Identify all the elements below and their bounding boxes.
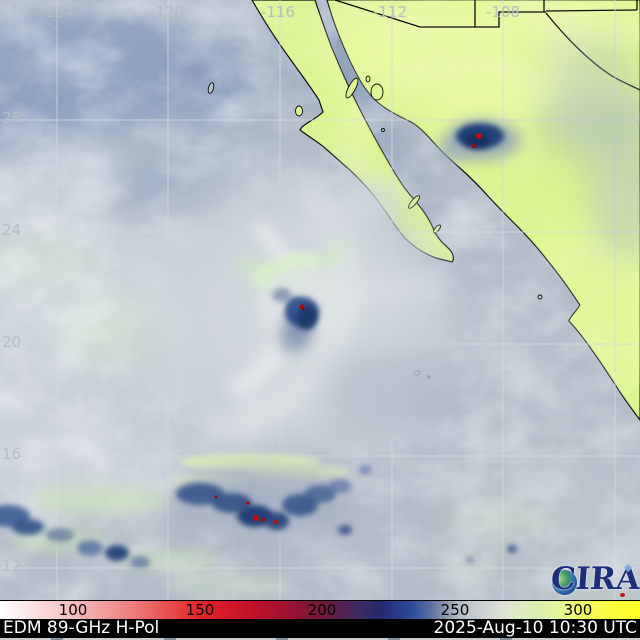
lon-label: -108: [485, 3, 521, 21]
cirrus-over-land: [535, 35, 640, 260]
lon-label: -124: [39, 3, 75, 21]
colorbar-tick: 100: [58, 601, 88, 619]
cira-red-dot-icon: [620, 593, 625, 597]
convective-cluster: [170, 454, 517, 563]
lon-label: -116: [260, 3, 296, 21]
lat-label: 28: [2, 109, 22, 127]
colorbar-tick: 250: [440, 601, 470, 619]
bottom-edge-sliver: [0, 638, 640, 640]
lat-label: 16: [2, 445, 22, 463]
satellite-image: -124 -120 -116 -112 -108 28 24 20 16 12 …: [0, 0, 640, 601]
colorbar-tick: 150: [185, 601, 215, 619]
lat-label: 20: [2, 333, 22, 351]
lon-label: -112: [372, 3, 408, 21]
cira-globe-icon: [552, 570, 577, 595]
lat-label: 12: [2, 557, 22, 575]
sliver-tick: [500, 638, 512, 640]
satellite-scene-graphic: [0, 0, 640, 601]
lat-label: 24: [2, 221, 22, 239]
status-bar: EDM 89-GHz H-Pol 2025-Aug-10 10:30 UTC: [0, 619, 640, 638]
sliver-tick: [388, 638, 400, 640]
colorbar-tick: 200: [307, 601, 337, 619]
lon-label: -120: [149, 3, 185, 21]
sonora-thunderstorm: [430, 120, 520, 161]
sliver-tick: [51, 638, 63, 640]
sliver-tick: [164, 638, 176, 640]
brightness-temperature-colorbar: 100 150 200 250 300: [0, 600, 640, 619]
islands: [207, 75, 543, 379]
sliver-tick: [276, 638, 288, 640]
colorbar-gradient: [0, 601, 640, 619]
product-label: EDM 89-GHz H-Pol: [3, 618, 160, 638]
timestamp: 2025-Aug-10 10:30 UTC: [433, 618, 638, 638]
colorbar-tick: 300: [563, 601, 593, 619]
cira-logo: CIRA: [550, 561, 640, 600]
convection-bottom-left: [0, 486, 290, 597]
tropical-cyclone: [133, 172, 460, 475]
